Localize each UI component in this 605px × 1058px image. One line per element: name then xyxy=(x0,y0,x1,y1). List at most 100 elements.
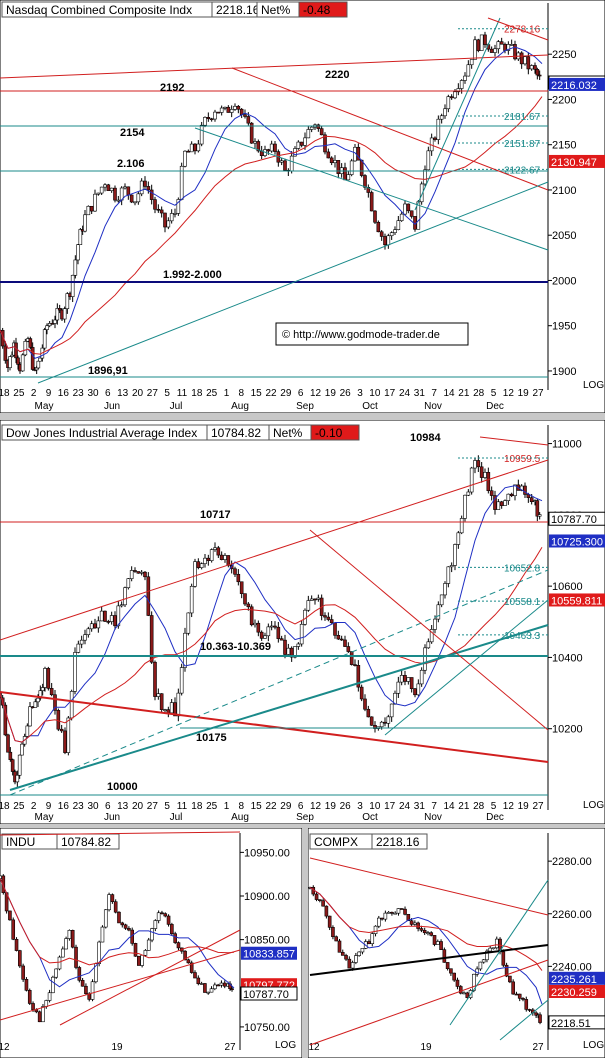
indu-candle-body xyxy=(113,901,118,913)
indu-candle-body xyxy=(107,894,111,911)
indu-candle-body xyxy=(166,915,171,925)
dow-candle xyxy=(406,677,411,685)
nasdaq-header-title: Nasdaq Combined Composite Indx xyxy=(6,3,192,17)
dow-candle xyxy=(49,682,54,697)
compx-candle-body xyxy=(318,899,322,901)
nasdaq-candle xyxy=(173,208,177,218)
nasdaq-candle-body xyxy=(523,56,527,65)
dow-ma-short xyxy=(0,485,543,743)
nasdaq-candle-body xyxy=(453,91,457,99)
indu-candle xyxy=(219,980,224,988)
indu-candle xyxy=(8,910,12,921)
compx-candle xyxy=(491,947,496,950)
nasdaq-candle-body xyxy=(189,143,194,153)
nasdaq-candle-body xyxy=(73,259,78,276)
dow-month-label: May xyxy=(35,812,54,823)
indu-candle-body xyxy=(14,938,19,951)
indu-x-tick-label: 27 xyxy=(224,1042,236,1053)
indu-candle xyxy=(74,944,78,970)
nasdaq-month-label: Jun xyxy=(104,401,120,412)
nasdaq-candle-body xyxy=(196,143,201,152)
dow-candle-body xyxy=(179,667,184,694)
dow-candle xyxy=(443,581,447,599)
dow-candle-body xyxy=(429,629,434,643)
dow-candle xyxy=(409,677,414,693)
nasdaq-candle xyxy=(73,255,78,279)
dow-candle xyxy=(463,494,467,522)
dow-x-tick-label: 17 xyxy=(384,801,396,812)
dow-candle xyxy=(99,606,104,622)
indu-candle xyxy=(206,991,211,995)
dow-candle-body xyxy=(496,501,501,510)
dow-candle-body xyxy=(243,593,247,605)
nasdaq-candle xyxy=(493,44,497,57)
dow-candle-body xyxy=(43,668,47,688)
dow-candle-body xyxy=(186,612,191,634)
nasdaq-candle xyxy=(30,342,35,371)
dow-candle xyxy=(126,578,131,590)
nasdaq-candle xyxy=(53,315,57,329)
dow-candle xyxy=(103,610,107,623)
nasdaq-candle xyxy=(336,160,341,179)
compx-x-tick-label: 19 xyxy=(420,1042,432,1053)
dow-candle-body xyxy=(40,687,45,691)
dow-candle-body xyxy=(143,571,147,578)
nasdaq-x-tick-label: 16 xyxy=(58,388,70,399)
dow-candle xyxy=(6,733,10,753)
nasdaq-candle xyxy=(213,109,217,122)
nasdaq-candle xyxy=(20,353,25,372)
nasdaq-candle xyxy=(233,103,237,111)
nasdaq-x-tick-label: 1 xyxy=(224,388,230,399)
dow-candle xyxy=(399,670,404,686)
compx-x-tick-label: 12 xyxy=(308,1042,320,1053)
dow-candle-body xyxy=(203,557,207,565)
dow-candle xyxy=(359,684,364,702)
nasdaq-candle-body xyxy=(143,180,147,187)
nasdaq-candle-body xyxy=(369,192,374,212)
dow-x-tick-label: 6 xyxy=(105,801,111,812)
indu-candle xyxy=(166,914,171,927)
dow-candle-body xyxy=(509,493,514,497)
dow-candle xyxy=(506,493,511,505)
dow-candle-body xyxy=(403,675,407,682)
dow-value-label: 10559.811 xyxy=(551,595,602,607)
nasdaq-candle xyxy=(123,183,127,190)
nasdaq-value-box xyxy=(549,77,605,91)
nasdaq-candle-body xyxy=(386,235,391,246)
indu-candle-body xyxy=(183,950,187,961)
nasdaq-candle-body xyxy=(349,160,354,175)
dow-value-box xyxy=(548,511,605,526)
nasdaq-candle-body xyxy=(206,116,211,120)
dow-candle xyxy=(186,612,191,636)
dow-y-tick-label: 10600 xyxy=(552,581,583,593)
dow-candle-body xyxy=(379,721,384,728)
dow-candle xyxy=(86,626,91,638)
compx-candle-body xyxy=(357,951,361,956)
nasdaq-candle xyxy=(169,209,174,224)
nasdaq-x-tick-label: 19 xyxy=(518,388,530,399)
dow-x-tick-label: 9 xyxy=(46,801,52,812)
dow-candle-body xyxy=(263,635,267,639)
dow-candle xyxy=(296,642,301,650)
nasdaq-candle-body xyxy=(149,189,154,200)
compx-candle xyxy=(403,906,407,916)
indu-candle xyxy=(18,949,22,968)
indu-candle xyxy=(100,925,105,943)
dow-candle xyxy=(223,553,227,563)
nasdaq-candle-body xyxy=(106,184,111,191)
nasdaq-candle-body xyxy=(65,293,70,310)
indu-candle xyxy=(203,982,207,993)
nasdaq-x-tick-label: 3 xyxy=(357,388,363,399)
dow-candle xyxy=(289,646,294,662)
compx-value-box xyxy=(548,1015,605,1030)
nasdaq-month-label: Dec xyxy=(486,401,504,412)
dow-candle-body xyxy=(126,578,131,589)
indu-trendline xyxy=(0,831,241,836)
indu-candle-body xyxy=(133,943,138,957)
nasdaq-candle-body xyxy=(439,115,444,120)
nasdaq-annotation: 2220 xyxy=(325,69,349,81)
nasdaq-candle-body xyxy=(203,116,207,126)
compx-candle-body xyxy=(324,905,329,917)
indu-candle-body xyxy=(219,982,224,986)
